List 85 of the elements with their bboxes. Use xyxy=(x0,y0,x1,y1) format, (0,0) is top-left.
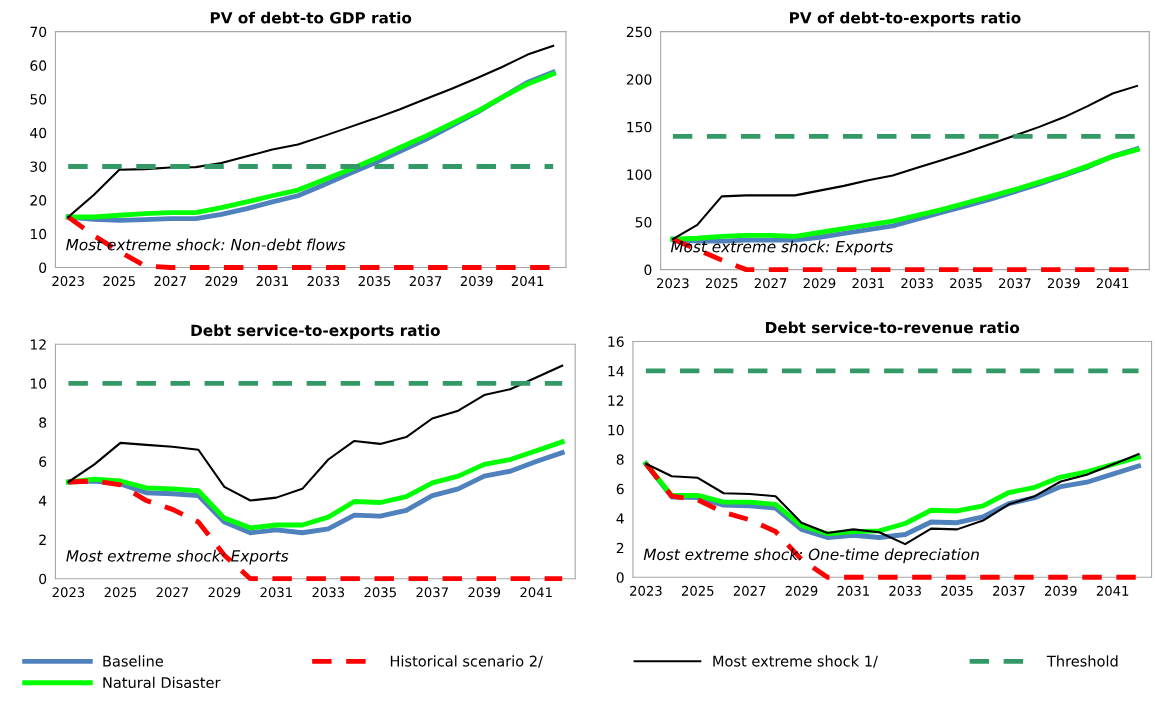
x-tick-label: 2037 xyxy=(999,278,1031,289)
y-tick-label: 0 xyxy=(644,264,652,276)
y-tick-label: 20 xyxy=(30,195,47,206)
y-tick-label: 10 xyxy=(608,424,624,436)
x-tick-label: 2037 xyxy=(993,585,1025,596)
legend-label: Threshold xyxy=(1046,655,1118,667)
x-tick-label: 2027 xyxy=(156,587,189,598)
x-tick-label: 2031 xyxy=(852,278,884,289)
y-tick-label: 60 xyxy=(30,60,47,71)
y-tick-label: 8 xyxy=(39,417,47,428)
line-series xyxy=(671,84,1139,241)
x-tick-label: 2023 xyxy=(52,276,84,287)
x-tick-label: 2037 xyxy=(409,276,442,287)
y-tick-label: 100 xyxy=(627,169,652,180)
x-tick-label: 2025 xyxy=(681,585,714,596)
line-series xyxy=(67,364,564,502)
x-tick-label: 2025 xyxy=(104,587,137,598)
x-tick-label: 2027 xyxy=(733,585,766,596)
x-tick-label: 2039 xyxy=(1044,585,1077,596)
x-tick-label: 2041 xyxy=(1096,278,1129,289)
x-tick-label: 2035 xyxy=(364,587,396,598)
y-tick-label: 10 xyxy=(30,228,47,240)
x-tick-label: 2033 xyxy=(889,585,921,596)
y-tick-label: 40 xyxy=(30,127,47,139)
annotation: Most extreme shock: Exports xyxy=(670,240,893,256)
x-tick-label: 2039 xyxy=(1047,278,1080,289)
x-tick-label: 2037 xyxy=(416,587,448,598)
y-tick-label: 16 xyxy=(608,336,624,347)
legend-label: Baseline xyxy=(103,655,164,667)
x-tick-label: 2039 xyxy=(468,587,501,598)
legend-label: Most extreme shock 1/ xyxy=(713,655,878,668)
x-tick-label: 2039 xyxy=(460,276,493,287)
legend-label: Historical scenario 2/ xyxy=(390,655,543,668)
y-tick-label: 250 xyxy=(626,26,652,38)
y-tick-label: 6 xyxy=(39,456,47,467)
chart-title: Debt service-to-revenue ratio xyxy=(766,321,1020,334)
x-tick-label: 2035 xyxy=(950,278,982,289)
y-tick-label: 14 xyxy=(608,366,624,377)
y-tick-label: 50 xyxy=(635,217,652,228)
line-series xyxy=(67,44,555,219)
x-tick-label: 2023 xyxy=(657,278,689,289)
x-tick-label: 2031 xyxy=(837,585,869,596)
y-tick-label: 0 xyxy=(39,573,47,585)
line-series xyxy=(66,478,565,582)
y-tick-label: 12 xyxy=(30,339,46,350)
y-tick-label: 12 xyxy=(608,395,624,406)
y-tick-label: 10 xyxy=(30,378,47,389)
x-tick-label: 2031 xyxy=(260,587,292,598)
y-tick-label: 0 xyxy=(616,572,624,583)
y-tick-label: 6 xyxy=(616,483,624,495)
x-tick-label: 2035 xyxy=(941,585,973,596)
y-tick-label: 2 xyxy=(616,542,624,554)
x-tick-label: 2033 xyxy=(307,276,340,287)
y-tick-label: 70 xyxy=(30,26,47,38)
y-tick-label: 150 xyxy=(627,121,652,133)
x-tick-label: 2035 xyxy=(358,276,391,287)
x-tick-label: 2029 xyxy=(803,278,836,289)
chart-title: PV of debt-to-exports ratio xyxy=(790,11,1021,27)
x-tick-label: 2027 xyxy=(154,276,186,287)
x-tick-label: 2025 xyxy=(705,278,738,289)
x-tick-label: 2029 xyxy=(785,585,818,596)
x-tick-label: 2025 xyxy=(103,276,135,287)
x-tick-label: 2033 xyxy=(901,278,933,289)
legend-label: Natural Disaster xyxy=(103,676,221,689)
chart-title: PV of debt-to GDP ratio xyxy=(210,11,412,24)
x-tick-label: 2027 xyxy=(754,278,787,289)
x-tick-label: 2041 xyxy=(1096,585,1129,596)
x-tick-label: 2041 xyxy=(511,276,544,287)
x-tick-label: 2023 xyxy=(52,587,85,598)
y-tick-label: 50 xyxy=(30,94,47,105)
line-series xyxy=(66,439,565,531)
y-tick-label: 4 xyxy=(38,495,47,506)
y-tick-label: 30 xyxy=(30,161,47,172)
x-tick-label: 2031 xyxy=(256,276,288,287)
y-tick-label: 200 xyxy=(626,74,652,85)
x-tick-label: 2033 xyxy=(312,587,345,598)
x-tick-label: 2041 xyxy=(520,587,552,598)
chart-title: Debt service-to-exports ratio xyxy=(191,324,440,340)
x-tick-label: 2029 xyxy=(205,276,238,287)
y-tick-label: 8 xyxy=(616,454,624,465)
x-tick-label: 2023 xyxy=(630,585,662,596)
x-tick-label: 2029 xyxy=(208,587,241,598)
y-tick-label: 4 xyxy=(616,513,624,524)
y-tick-label: 2 xyxy=(39,534,46,545)
y-tick-label: 0 xyxy=(39,262,47,273)
